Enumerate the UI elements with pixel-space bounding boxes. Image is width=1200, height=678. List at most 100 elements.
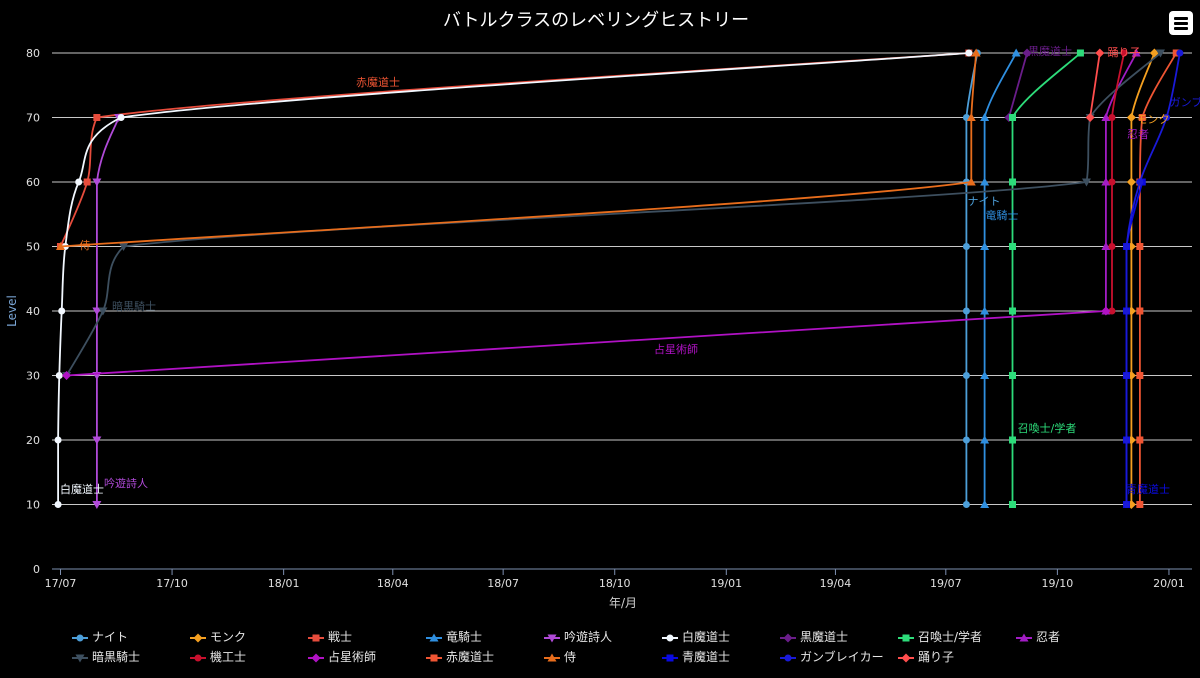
legend-marker bbox=[312, 634, 320, 641]
x-axis-label: 年/月 bbox=[609, 596, 637, 610]
legend-item[interactable]: ナイト bbox=[72, 628, 128, 645]
data-point bbox=[980, 306, 990, 315]
data-point bbox=[1009, 372, 1017, 379]
legend-marker bbox=[901, 653, 911, 662]
series-line bbox=[965, 52, 979, 505]
legend-item[interactable]: 踊り子 bbox=[898, 648, 954, 665]
x-tick-label: 18/07 bbox=[487, 577, 519, 590]
data-point bbox=[1136, 372, 1144, 379]
legend-label: ガンブレイカー bbox=[800, 650, 884, 664]
data-point bbox=[1009, 307, 1017, 315]
legend-label: 黒魔道士 bbox=[800, 630, 849, 644]
legend-item[interactable]: 侍 bbox=[544, 648, 576, 665]
y-axis-label: Level bbox=[5, 295, 19, 327]
legend-label: ナイト bbox=[92, 630, 129, 644]
series-line bbox=[1011, 52, 1082, 505]
chart-svg: バトルクラスのレベリングヒストリー Level 年/月 0 10 20 30 40 50 6… bbox=[5, 10, 1200, 610]
legend-marker-icon bbox=[72, 634, 88, 641]
legend-marker bbox=[311, 653, 321, 662]
data-point bbox=[1138, 114, 1146, 121]
y-tick-label: 10 bbox=[26, 499, 40, 512]
legend-marker-icon bbox=[662, 654, 678, 661]
series-label: 暗黒騎士 bbox=[112, 299, 156, 313]
y-tick-label: 50 bbox=[26, 241, 40, 254]
y-tick-label: 80 bbox=[26, 47, 40, 60]
legend-item[interactable]: 黒魔道士 bbox=[780, 628, 848, 645]
chart-title: バトルクラスのレベリングヒストリー bbox=[443, 10, 749, 31]
legend-item[interactable]: 戦士 bbox=[308, 628, 352, 645]
data-point bbox=[1123, 501, 1131, 508]
data-point bbox=[1136, 501, 1144, 508]
legend-marker bbox=[76, 634, 84, 641]
legend-item[interactable]: モンク bbox=[190, 628, 246, 645]
data-point bbox=[1123, 307, 1131, 315]
data-point bbox=[966, 113, 976, 121]
chart-menu-button[interactable] bbox=[1169, 11, 1193, 35]
legend-marker-icon bbox=[898, 634, 914, 641]
data-point bbox=[1095, 48, 1105, 58]
legend-marker bbox=[194, 654, 202, 661]
legend-marker-icon bbox=[780, 654, 796, 661]
series-侍 bbox=[55, 48, 981, 250]
series-line bbox=[1138, 52, 1177, 505]
data-point bbox=[1081, 178, 1091, 187]
data-point bbox=[83, 178, 91, 186]
legend-item[interactable]: 暗黒騎士 bbox=[72, 648, 140, 665]
x-tick-label: 18/01 bbox=[268, 577, 300, 590]
legend-item[interactable]: 赤魔道士 bbox=[426, 648, 494, 665]
y-tick-label: 70 bbox=[26, 112, 40, 125]
legend-item[interactable]: 占星術師 bbox=[308, 648, 376, 665]
x-tick-label: 17/07 bbox=[45, 577, 77, 590]
series-line bbox=[983, 52, 1017, 505]
data-point bbox=[962, 501, 970, 508]
legend-marker bbox=[902, 634, 910, 641]
legend-item[interactable]: 白魔道士 bbox=[662, 628, 730, 645]
legend-marker-icon bbox=[308, 653, 324, 662]
data-point bbox=[117, 114, 125, 121]
data-point bbox=[980, 177, 990, 186]
legend-item[interactable]: 機工士 bbox=[190, 648, 246, 665]
legend-item[interactable]: ガンブレイカー bbox=[780, 648, 884, 665]
legend-label: 白魔道士 bbox=[682, 630, 731, 644]
legend-marker bbox=[666, 654, 674, 661]
legend-item[interactable]: 青魔道士 bbox=[662, 648, 730, 665]
data-point bbox=[92, 178, 102, 187]
legend-item[interactable]: 忍者 bbox=[1016, 628, 1060, 645]
x-tick-label: 18/10 bbox=[599, 577, 631, 590]
legend-item[interactable]: 吟遊詩人 bbox=[544, 628, 612, 645]
series-ガンブレイカー bbox=[1123, 49, 1184, 508]
legend-label: 赤魔道士 bbox=[446, 650, 495, 664]
data-point bbox=[1123, 243, 1131, 250]
data-point bbox=[1136, 243, 1144, 250]
series-label: モンク bbox=[1137, 113, 1170, 126]
series-line bbox=[1130, 52, 1156, 505]
data-point bbox=[1009, 114, 1017, 121]
legend-label: 占星術師 bbox=[328, 650, 377, 664]
data-point bbox=[1011, 48, 1021, 57]
data-point bbox=[55, 242, 65, 250]
menu-bar bbox=[1174, 27, 1188, 30]
series-label: 竜騎士 bbox=[986, 208, 1019, 222]
series-line bbox=[1125, 52, 1181, 505]
data-point bbox=[1108, 307, 1116, 315]
series-label: 黒魔道士 bbox=[1028, 44, 1072, 58]
legend-marker bbox=[429, 633, 439, 641]
series-機工士 bbox=[1108, 49, 1128, 315]
axis-layer: 0 10 20 30 40 50 60 70 80 17/07 17/10 18/01 18/04 18/… bbox=[26, 47, 1192, 590]
legend-marker-icon bbox=[190, 654, 206, 661]
data-point bbox=[962, 436, 970, 444]
data-point bbox=[971, 48, 981, 57]
y-tick-label: 60 bbox=[26, 176, 40, 189]
series-line bbox=[66, 310, 1106, 377]
data-point bbox=[1123, 436, 1131, 444]
legend-marker bbox=[547, 634, 557, 642]
series-竜騎士 bbox=[980, 48, 1021, 508]
legend-marker bbox=[75, 654, 85, 662]
legend-item[interactable]: 竜騎士 bbox=[426, 628, 482, 645]
data-point bbox=[1009, 436, 1017, 444]
data-point bbox=[966, 177, 976, 186]
legend-marker bbox=[547, 653, 557, 661]
legend-marker-icon bbox=[780, 633, 796, 642]
legend-label: 侍 bbox=[564, 650, 577, 664]
legend-item[interactable]: 召喚士/学者 bbox=[898, 628, 982, 645]
